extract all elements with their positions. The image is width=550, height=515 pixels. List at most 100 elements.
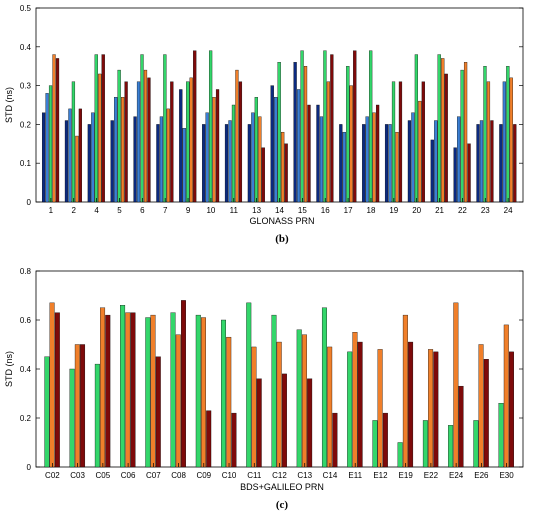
bar [231, 104, 236, 203]
bar [453, 302, 459, 468]
bar [251, 112, 255, 203]
bar [201, 317, 206, 468]
bar [509, 351, 514, 468]
bar [342, 131, 346, 203]
x-tick-label: C05 [96, 471, 111, 480]
x-tick-label: 2 [71, 206, 76, 215]
x-tick-label: C07 [146, 471, 161, 480]
bar [101, 54, 105, 203]
bar [193, 50, 197, 203]
bar [473, 420, 479, 468]
bar [483, 359, 489, 468]
bar [303, 66, 308, 203]
bar [274, 97, 278, 203]
bar [150, 314, 156, 468]
x-tick-label: 13 [252, 206, 261, 215]
bar [418, 100, 422, 203]
bar [238, 81, 243, 203]
bar [125, 312, 131, 468]
bar [202, 124, 206, 203]
y-tick-label: 0.4 [20, 365, 32, 374]
bar [100, 307, 106, 468]
bar [114, 97, 118, 203]
x-tick-label: E11 [348, 471, 362, 480]
bar [398, 81, 403, 203]
x-tick-label: 21 [435, 206, 444, 215]
y-axis-label: STD (ns) [4, 87, 14, 123]
panel-caption: (b) [275, 233, 289, 245]
x-tick-label: 4 [94, 206, 99, 215]
bar [205, 112, 209, 203]
y-tick-label: 0.2 [20, 414, 32, 423]
bar [453, 147, 457, 203]
y-tick-label: 0.4 [20, 43, 32, 52]
bar [327, 346, 333, 468]
bar [422, 420, 428, 468]
bar [509, 77, 513, 203]
bar [74, 344, 80, 468]
bar [143, 69, 148, 203]
bar [301, 334, 307, 468]
bar [80, 344, 86, 468]
x-tick-label: 18 [367, 206, 376, 215]
bar [189, 77, 193, 203]
bar [467, 143, 471, 203]
bar [498, 403, 504, 468]
bar [483, 66, 487, 203]
bar [414, 54, 418, 203]
bar [478, 344, 484, 468]
bar [91, 112, 95, 203]
bar [437, 54, 441, 203]
bar [433, 351, 439, 468]
bar [121, 97, 125, 203]
bar [231, 412, 237, 468]
bar [140, 54, 144, 203]
chart-panel-0: 00.10.20.30.40.51 2 4 5 6 7 9 10 11 13 14 15 16 17 18 1… [4, 4, 524, 245]
bar [395, 131, 399, 203]
bar [284, 143, 288, 203]
x-tick-label: C03 [70, 471, 85, 480]
bar [105, 314, 111, 468]
bar [170, 81, 174, 203]
bar [136, 81, 141, 203]
bar [175, 334, 181, 468]
bar [365, 116, 369, 203]
x-tick-label: 22 [458, 206, 467, 215]
x-tick-label: E22 [424, 471, 439, 480]
bar [307, 378, 313, 468]
bar [68, 108, 72, 203]
bar [271, 314, 277, 468]
x-tick-label: 10 [206, 206, 215, 215]
y-axis-label: STD (ns) [4, 351, 14, 387]
x-tick-label: 6 [140, 206, 145, 215]
bar [391, 81, 396, 203]
bar [372, 112, 376, 203]
bar [300, 50, 304, 203]
x-tick-label: 16 [321, 206, 330, 215]
bar [382, 412, 388, 468]
bar [486, 81, 491, 203]
bar [330, 54, 334, 203]
bar [41, 112, 46, 203]
bar [52, 54, 56, 203]
bar [499, 124, 503, 203]
bar [45, 93, 49, 203]
bar [206, 410, 212, 468]
bar [319, 116, 324, 203]
bar [441, 58, 445, 203]
bar [281, 131, 285, 203]
bar [124, 81, 128, 203]
bar [226, 336, 232, 468]
bar [372, 420, 378, 468]
bar [388, 124, 392, 203]
bar [326, 81, 331, 203]
bar [156, 124, 160, 203]
y-tick-label: 0.3 [20, 82, 32, 91]
bar [49, 302, 55, 468]
bar [321, 307, 327, 468]
bar [258, 116, 262, 203]
bar [186, 81, 190, 203]
bar [357, 341, 363, 468]
bar [48, 85, 53, 203]
x-tick-label: 14 [275, 206, 284, 215]
